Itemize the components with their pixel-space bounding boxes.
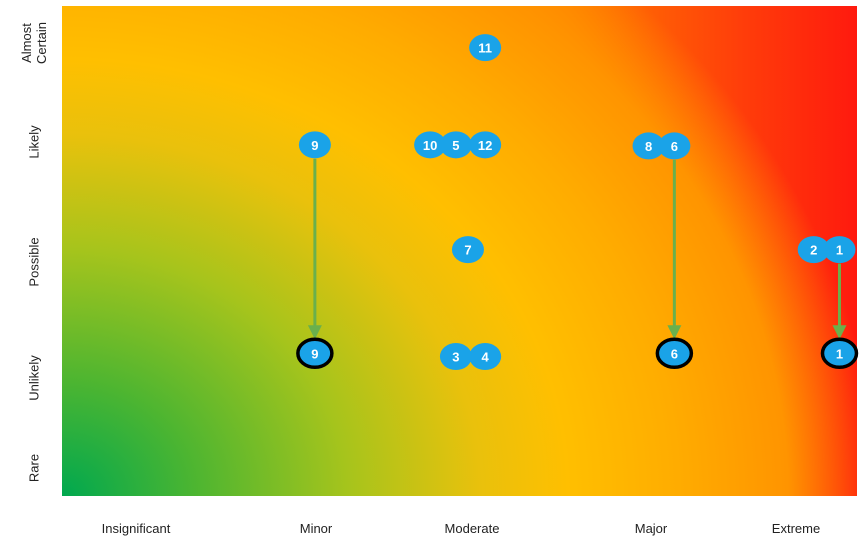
risk-marker[interactable]: 11 xyxy=(469,34,502,62)
risk-marker-bubble xyxy=(469,34,502,62)
risk-marker-bubble xyxy=(469,343,502,371)
risk-marker-bubble xyxy=(414,131,447,159)
risk-marker[interactable]: 3 xyxy=(439,343,472,371)
y-tick-label: Unlikely xyxy=(26,355,42,401)
risk-marker[interactable]: 5 xyxy=(439,131,472,159)
x-tick-label: Insignificant xyxy=(101,521,171,536)
risk-marker[interactable]: 4 xyxy=(469,343,502,371)
y-tick-label: Almost Certain xyxy=(19,22,49,64)
risk-marker-label: 9 xyxy=(311,138,318,153)
risk-marker-bubble xyxy=(658,132,691,160)
x-tick-label: Major xyxy=(634,521,668,536)
risk-marker-bubble xyxy=(632,132,665,160)
risk-marker-label: 8 xyxy=(645,139,652,154)
residual-risk-marker[interactable]: 1 xyxy=(820,337,859,370)
risk-marker-label: 1 xyxy=(836,346,843,361)
risk-marker-label: 6 xyxy=(671,346,678,361)
risk-marker-bubble xyxy=(439,131,472,159)
risk-marker-bubble xyxy=(296,337,334,370)
risk-marker-label: 2 xyxy=(810,243,817,258)
risk-marker-label: 5 xyxy=(452,138,459,153)
risk-reduction-arrowhead xyxy=(832,325,847,340)
risk-marker[interactable]: 8 xyxy=(632,132,665,160)
risk-reduction-arrowhead xyxy=(667,325,682,340)
x-tick-label: Moderate xyxy=(444,521,500,536)
x-tick-label: Minor xyxy=(299,521,333,536)
risk-marker[interactable]: 2 xyxy=(797,236,830,264)
residual-risk-marker[interactable]: 6 xyxy=(655,337,694,370)
risk-marker[interactable]: 12 xyxy=(469,131,502,159)
risk-marker[interactable]: 10 xyxy=(414,131,447,159)
risk-marker-label: 3 xyxy=(452,350,459,365)
risk-marker[interactable]: 6 xyxy=(658,132,691,160)
y-tick-label: Possible xyxy=(26,237,42,287)
risk-marker-bubble xyxy=(823,236,856,264)
risk-marker-bubble xyxy=(469,131,502,159)
risk-marker-label: 6 xyxy=(671,139,678,154)
risk-marker-bubble xyxy=(797,236,830,264)
risk-marker-label: 4 xyxy=(482,350,490,365)
risk-marker-label: 10 xyxy=(423,138,437,153)
risk-reduction-arrowhead xyxy=(307,325,322,340)
risk-marker-bubble xyxy=(451,236,484,264)
risk-marker-label: 9 xyxy=(311,346,318,361)
risk-marker[interactable]: 1 xyxy=(823,236,856,264)
risk-marker[interactable]: 7 xyxy=(451,236,484,264)
residual-risk-marker[interactable]: 9 xyxy=(296,337,334,370)
risk-marker-label: 1 xyxy=(836,243,843,258)
risk-marker-label: 11 xyxy=(478,41,492,56)
risk-marker-bubble xyxy=(298,131,331,159)
x-tick-label: Extreme xyxy=(771,521,821,536)
risk-marker-label: 12 xyxy=(478,138,492,153)
risk-marker[interactable]: 9 xyxy=(298,131,331,159)
risk-marker-bubble xyxy=(439,343,472,371)
risk-marker-bubble xyxy=(820,337,859,370)
risk-marker-label: 7 xyxy=(464,243,471,258)
risk-marker-bubble xyxy=(655,337,694,370)
